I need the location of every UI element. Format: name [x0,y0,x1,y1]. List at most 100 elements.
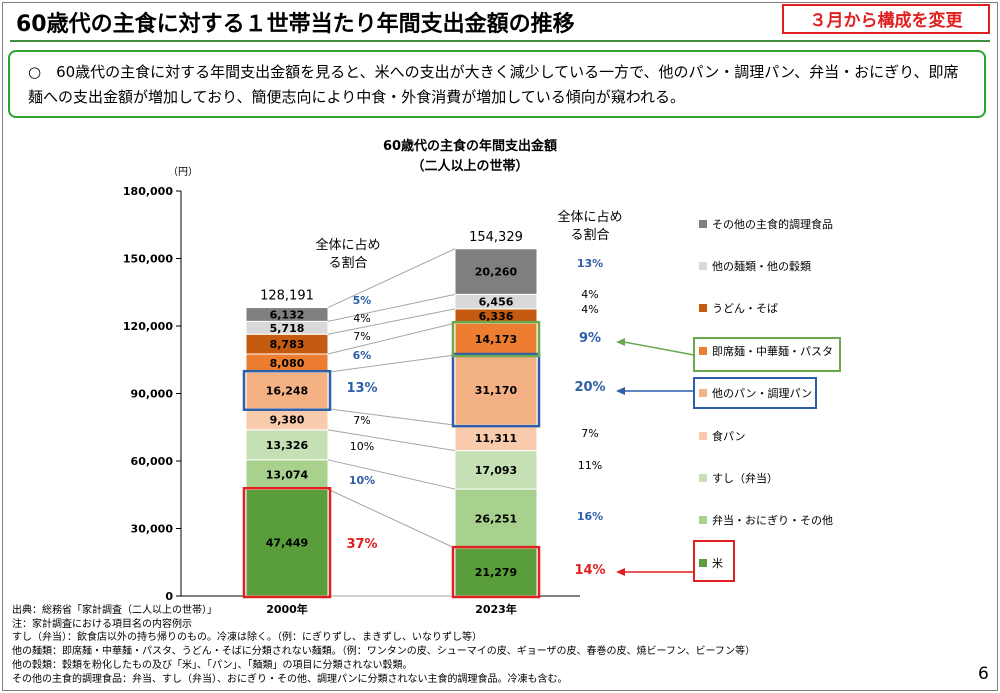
highlight-box-bread-2000 [242,369,332,411]
bar-value-label: 16,248 [266,384,308,397]
legend-swatch [699,516,707,524]
x-tick-label: 2023年 [475,602,517,616]
y-tick-label: 30,000 [131,523,174,536]
connector-line [327,293,456,322]
y-tick-label: 180,000 [123,185,173,198]
arrow-rice-head [616,568,625,576]
legend-label: その他の主食的調理食品 [712,217,833,231]
legend-swatch [699,220,707,228]
connector-line [327,354,456,373]
share-label-2000: 10% [350,440,374,453]
page-number: 6 [978,664,989,684]
bar-value-label: 9,380 [270,413,305,426]
legend-label: 食パン [712,429,746,443]
highlight-box-rice-2023 [451,545,541,599]
y-tick-label: 120,000 [123,320,173,333]
source-note-line: その他の主食的調理食品：弁当、すし（弁当）、おにぎり・その他、調理パンに分類され… [12,673,568,685]
bar-segment [454,547,538,597]
share-label-2000: 13% [346,381,377,396]
connector-line [327,308,456,335]
source-note-line: すし（弁当）：飲食店以外の持ち帰りのもの。冷凍は除く。（例：にぎりずし、まきずし… [12,632,482,644]
bar-segment [454,424,538,452]
bar-value-label: 14,173 [475,333,517,346]
share-label-2000: 37% [346,537,377,552]
legend-label: 他のパン・調理パン [712,386,812,400]
y-tick-label: 150,000 [123,253,173,266]
share-header-2023: 全体に占める割合 [557,209,622,243]
share-label-2023: 11% [578,459,602,472]
bar-value-label: 13,326 [266,439,309,452]
legend-label: すし（弁当） [712,471,778,485]
bar-value-label: 21,279 [475,566,517,579]
bar-segment [245,459,329,490]
bar-value-label: 6,336 [479,310,514,323]
bar-segment [454,488,538,549]
summary-box: ○ 60歳代の主食に対する年間支出金額を見ると、米への支出が大きく減少している一… [8,50,986,118]
legend-swatch [699,474,707,482]
bar-value-label: 31,170 [475,384,518,397]
legend-label: 他の麺類・他の穀類 [712,260,811,273]
change-badge: ３月から構成を変更 [782,4,990,34]
legend-label: 即席麺・中華麺・パスタ [712,344,833,358]
connector-line [327,322,456,355]
bar-segment [454,450,538,490]
bar-value-label: 6,456 [479,296,514,309]
share-label-2000: 7% [353,414,370,427]
bar-total-label: 154,329 [469,230,523,245]
legend-swatch [699,304,707,312]
bar-value-label: 20,260 [475,266,518,279]
share-label-2023: 14% [574,563,605,578]
bar-value-label: 8,080 [270,357,305,370]
chart-title: 60歳代の主食の年間支出金額 [383,138,557,154]
page-title: 60歳代の主食に対する１世帯当たり年間支出金額の推移 [16,12,575,37]
share-label-2000: 10% [349,474,375,487]
bar-value-label: 13,074 [266,469,309,482]
share-label-2000: 7% [353,330,370,343]
highlight-box-bread-2023 [451,352,541,428]
share-label-2000: 4% [353,312,370,325]
bar-total-label: 128,191 [260,289,314,304]
source-note-line: 注：家計調査における項目名の内容例示 [12,618,192,630]
highlight-box-noodle-2023 [451,320,541,358]
bar-segment [245,307,329,322]
arrow-bread-head [616,387,625,395]
share-label-2023: 16% [577,510,603,523]
legend-swatch [699,432,707,440]
share-label-2023: 7% [581,427,598,440]
source-note-line: 他の穀類：穀類を粉化したもの及び「米」、「パン」、「麺類」の項目に分類されない穀… [12,659,413,671]
bar-value-label: 5,718 [270,322,305,335]
share-label-2000: 6% [353,349,372,362]
share-label-2023: 4% [581,288,598,301]
bar-segment [454,322,538,356]
y-tick-label: 60,000 [131,455,174,468]
arrow-noodle [623,341,695,356]
bar-value-label: 47,449 [266,537,308,550]
connector-line [327,488,456,549]
highlight-box-rice-2000 [242,486,332,599]
source-notes: 出典：総務省「家計調査（二人以上の世帯）」 注：家計調査における項目名の内容例示… [12,604,755,686]
connector-line [327,429,456,452]
y-tick-label: 90,000 [131,388,174,401]
share-label-2023: 20% [574,380,605,395]
arrow-noodle-head [616,338,625,346]
bar-segment [245,429,329,461]
legend-swatch [699,389,707,397]
source-note-line: 出典：総務省「家計調査（二人以上の世帯）」 [12,605,217,616]
source-note-line: 他の麺類：即席麺・中華麺・パスタ、うどん・そばに分類されない麺類。（例：ワンタン… [12,646,756,658]
legend-swatch [699,262,707,270]
bar-value-label: 11,311 [475,432,517,445]
y-axis-unit: （円） [168,166,198,178]
share-header-2000: 全体に占める割合 [315,237,380,271]
legend-highlight-rice [693,540,735,582]
title-underline [10,40,990,42]
bar-segment [245,371,329,410]
share-label-2023: 9% [579,331,601,346]
bar-segment [454,248,538,295]
bar-value-label: 6,132 [270,308,305,321]
connector-line [327,248,456,309]
legend-label: うどん・そば [712,302,778,315]
legend-highlight-bread [693,377,817,409]
connector-line [327,459,456,490]
